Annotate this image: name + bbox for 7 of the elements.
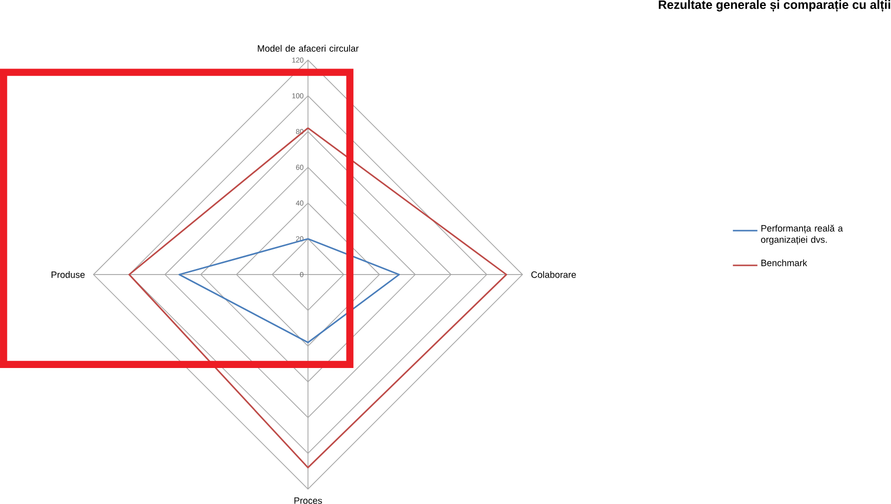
spoke-label: Colaborare	[531, 271, 576, 278]
spoke-label: Produse	[52, 271, 85, 278]
chart-title: Rezultate generale și comparație cu alții	[658, 0, 890, 12]
spoke-label: Proces	[294, 498, 322, 504]
legend-label: Performanța reală a organizației dvs.	[761, 224, 843, 245]
legend-label: Benchmark	[761, 260, 808, 266]
spoke-label: Model de afaceri circular	[258, 45, 359, 52]
